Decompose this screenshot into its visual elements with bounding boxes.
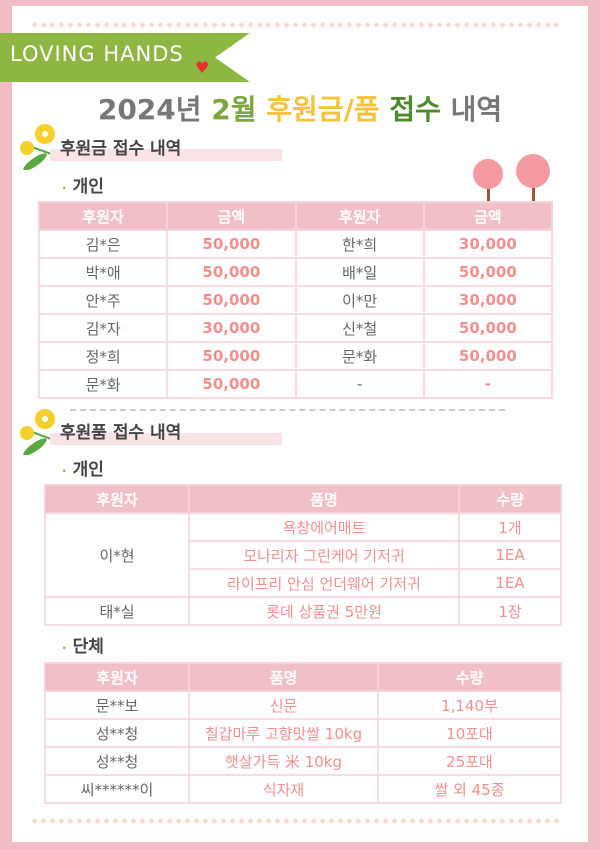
amount-cell: 50,000 [166,229,297,259]
table-row: 모나리자 그린케어 기저귀 1EA [45,540,562,570]
column-header: 수량 [377,662,562,692]
subheading-text: 개인 [72,460,104,480]
item-cell: 햇살가득 米 10kg [188,746,379,776]
donor-cell: 성**청 [44,746,190,776]
table-row: 문*화 50,000- - [37,369,554,399]
donor-cell: 태*실 [44,596,190,626]
amount-cell: 50,000 [166,369,297,399]
table-row: 성**청 칠갑마루 고향맛쌀 10kg 10포대 [44,718,562,748]
donor-cell: 박*애 [37,257,169,287]
title-year: 2024년 [97,93,202,126]
title-month: 2월 [211,93,257,126]
quantity-cell: 1개 [458,512,562,542]
quantity-cell: 쌀 외 45종 [377,774,562,804]
section-heading-goods: 후원품 접수 내역 [60,423,182,443]
amount-cell: 50,000 [422,313,554,343]
flower-icon [20,409,58,455]
item-cell: 롯데 상품권 5만원 [188,596,460,626]
donor-cell: 김*자 [37,313,169,343]
table-row: 라이프리 안심 언더웨어 기저귀 1EA [45,568,562,598]
bottom-dotted-border [30,818,560,824]
subheading-text: 개인 [72,177,104,197]
table-row: 김*자 30,000 신*철 50,000 [37,313,554,343]
table-row: 김*은 50,000 한*희 30,000 [37,229,554,259]
subheading-text: 단체 [72,637,104,657]
donor-cell: 문*화 [37,369,169,399]
section-divider [70,409,505,411]
amount-cell: 50,000 [422,341,554,371]
amount-cell: 30,000 [422,229,554,259]
column-header: 금액 [166,201,297,231]
donor-cell: 문*화 [294,341,425,371]
column-header: 후원자 [44,484,190,514]
amount-cell: 50,000 [422,257,554,287]
column-header: 후원자 [44,662,190,692]
table-row: 정*희 50,000 문*화 50,000 [37,341,554,371]
amount-cell: - [422,369,554,399]
heading-highlight [50,433,282,445]
page-title: 2024년 2월 후원금/품 접수 내역 [0,88,600,128]
top-dotted-border [30,22,560,28]
title-kind: 후원금/품 [266,93,380,126]
donor-cell: - [294,369,425,399]
loving-hands-banner: LOVING HANDS [0,33,250,82]
donor-cell: 김*은 [37,229,169,259]
heading-highlight [50,149,282,161]
table-row: 이*현 욕창에어매트 1개 [44,512,562,598]
heart-icon: ♥ [195,58,210,77]
item-cell: 칠갑마루 고향맛쌀 10kg [188,718,379,748]
cherry-trees-icon [473,154,550,202]
goods-individual-table: 후원자 품명 수량 이*현 욕창에어매트 1개 모나리자 그린케어 기저귀 1EA 라이프리 안… [44,484,562,626]
subheading-group: · 단체 [62,637,104,657]
donor-cell: 씨******이 [44,774,190,804]
table-row: 안*주 50,000 이*만 30,000 [37,285,554,315]
quantity-cell: 1EA [458,568,562,598]
amount-cell: 30,000 [166,313,297,343]
item-cell: 라이프리 안심 언더웨어 기저귀 [188,568,460,598]
quantity-cell: 10포대 [377,718,562,748]
donor-cell: 안*주 [37,285,169,315]
column-header: 후원자 [294,201,425,231]
amount-cell: 30,000 [422,285,554,315]
column-header: 품명 [188,484,460,514]
donor-cell: 성**청 [44,718,190,748]
column-header: 수량 [458,484,562,514]
column-header: 후원자 [37,201,169,231]
flower-icon [20,124,58,170]
column-header: 금액 [422,201,554,231]
donor-cell: 배*일 [294,257,425,287]
quantity-cell: 1,140부 [377,690,562,720]
amount-cell: 50,000 [166,257,297,287]
amount-cell: 50,000 [166,285,297,315]
amount-cell: 50,000 [166,341,297,371]
subheading-individual: · 개인 [62,177,104,197]
section-heading-donations: 후원금 접수 내역 [60,139,182,159]
table-row: 성**청 햇살가득 米 10kg 25포대 [44,746,562,776]
donor-cell: 이*현 [44,512,190,598]
quantity-cell: 1EA [458,540,562,570]
title-history: 내역 [450,93,503,126]
title-receive: 접수 [389,93,441,126]
donation-money-table: 후원자 금액 후원자 금액 김*은 50,000 한*희 30,000 박*애 50,000 배*일… [37,201,554,399]
donor-cell: 이*만 [294,285,425,315]
column-header: 품명 [188,662,379,692]
subheading-individual: · 개인 [62,460,104,480]
quantity-cell: 1장 [458,596,562,626]
table-row: 태*실 롯데 상품권 5만원 1장 [44,596,562,626]
donor-cell: 문**보 [44,690,190,720]
donor-cell: 한*희 [294,229,425,259]
donor-cell: 신*철 [294,313,425,343]
banner-text: LOVING HANDS [10,42,184,66]
table-row: 문**보 신문 1,140부 [44,690,562,720]
goods-group-table: 후원자 품명 수량 문**보 신문 1,140부 성**청 칠갑마루 고향맛쌀 10kg 10포… [44,662,562,804]
table-row: 씨******이 식자재 쌀 외 45종 [44,774,562,804]
item-cell: 식자재 [188,774,379,804]
donor-cell: 정*희 [37,341,169,371]
item-cell: 욕창에어매트 [188,512,460,542]
quantity-cell: 25포대 [377,746,562,776]
table-row: 박*애 50,000 배*일 50,000 [37,257,554,287]
item-cell: 신문 [188,690,379,720]
item-cell: 모나리자 그린케어 기저귀 [188,540,460,570]
